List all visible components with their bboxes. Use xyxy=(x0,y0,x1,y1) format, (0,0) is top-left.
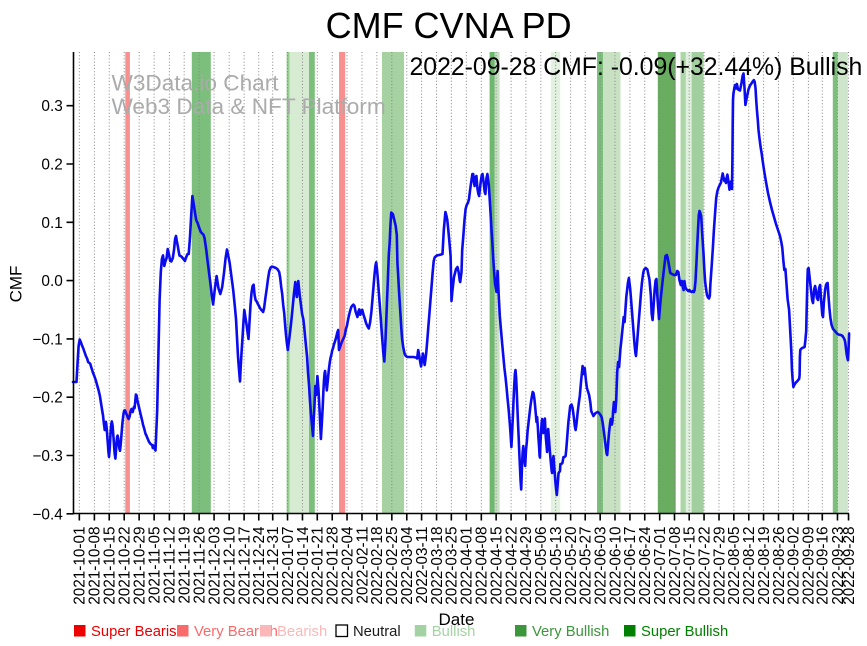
svg-text:Date: Date xyxy=(439,610,475,629)
svg-text:2021-12-24: 2021-12-24 xyxy=(251,526,268,605)
svg-text:2022-09-16: 2022-09-16 xyxy=(815,527,832,605)
svg-text:2022-01-07: 2022-01-07 xyxy=(280,527,297,605)
svg-text:2022-03-11: 2022-03-11 xyxy=(414,527,431,604)
svg-text:2021-12-03: 2021-12-03 xyxy=(206,527,223,605)
svg-text:2022-09-23: 2022-09-23 xyxy=(830,527,847,605)
svg-text:W3Data.io Chart: W3Data.io Chart xyxy=(112,70,280,95)
svg-text:2022-04-15: 2022-04-15 xyxy=(488,527,505,605)
svg-text:2022-04-08: 2022-04-08 xyxy=(474,527,491,605)
svg-text:2021-10-22: 2021-10-22 xyxy=(116,527,133,605)
svg-text:Web3 Data & NFT Platform: Web3 Data & NFT Platform xyxy=(112,94,386,119)
svg-text:2022-01-21: 2022-01-21 xyxy=(310,527,327,605)
svg-text:2022-06-17: 2022-06-17 xyxy=(622,527,639,605)
svg-text:2022-05-06: 2022-05-06 xyxy=(533,527,550,605)
svg-text:2022-04-01: 2022-04-01 xyxy=(459,527,476,605)
svg-text:2022-09-28 CMF: -0.09(+32.44%): 2022-09-28 CMF: -0.09(+32.44%) Bullish xyxy=(410,54,863,81)
svg-text:2022-05-27: 2022-05-27 xyxy=(578,527,595,605)
svg-text:2022-03-25: 2022-03-25 xyxy=(444,527,461,605)
svg-text:2021-12-17: 2021-12-17 xyxy=(236,527,253,605)
svg-text:2022-04-22: 2022-04-22 xyxy=(503,527,520,605)
svg-text:2022-02-25: 2022-02-25 xyxy=(384,527,401,605)
svg-text:2022-02-11: 2022-02-11 xyxy=(354,527,371,604)
svg-text:2022-07-29: 2022-07-29 xyxy=(711,527,728,605)
svg-text:0.2: 0.2 xyxy=(41,157,62,174)
svg-text:2022-09-28: 2022-09-28 xyxy=(841,527,858,605)
svg-text:2021-10-08: 2021-10-08 xyxy=(87,527,104,605)
svg-text:2022-03-04: 2022-03-04 xyxy=(399,526,416,605)
svg-text:−0.3: −0.3 xyxy=(32,448,62,465)
svg-text:Bearish: Bearish xyxy=(277,624,327,640)
svg-text:Super Bearish: Super Bearish xyxy=(91,624,185,640)
svg-text:2022-09-09: 2022-09-09 xyxy=(801,527,818,605)
svg-text:0.3: 0.3 xyxy=(41,98,62,115)
svg-text:2021-11-05: 2021-11-05 xyxy=(146,527,163,604)
svg-text:2021-10-29: 2021-10-29 xyxy=(131,527,148,605)
svg-text:2022-06-24: 2022-06-24 xyxy=(637,526,654,605)
svg-text:2021-10-15: 2021-10-15 xyxy=(102,527,119,605)
svg-text:Very Bullish: Very Bullish xyxy=(532,624,609,640)
svg-text:2022-08-26: 2022-08-26 xyxy=(771,527,788,605)
svg-text:2022-04-29: 2022-04-29 xyxy=(518,527,535,605)
svg-text:2022-01-28: 2022-01-28 xyxy=(325,527,342,605)
svg-text:2021-11-19: 2021-11-19 xyxy=(176,527,193,604)
svg-text:2022-07-08: 2022-07-08 xyxy=(667,527,684,605)
svg-text:2022-02-18: 2022-02-18 xyxy=(369,527,386,605)
svg-text:−0.1: −0.1 xyxy=(32,331,62,348)
svg-text:2022-07-22: 2022-07-22 xyxy=(696,527,713,605)
svg-text:2022-01-14: 2022-01-14 xyxy=(295,526,312,605)
svg-text:Neutral: Neutral xyxy=(353,624,401,640)
svg-text:2022-08-12: 2022-08-12 xyxy=(741,527,758,605)
svg-text:2022-03-18: 2022-03-18 xyxy=(429,527,446,605)
svg-text:2021-11-12: 2021-11-12 xyxy=(162,527,179,604)
svg-text:CMF CVNA PD: CMF CVNA PD xyxy=(326,5,572,46)
svg-text:2022-07-15: 2022-07-15 xyxy=(682,527,699,605)
svg-text:2022-05-13: 2022-05-13 xyxy=(548,527,565,605)
svg-text:0.0: 0.0 xyxy=(41,273,62,290)
svg-text:2021-12-10: 2021-12-10 xyxy=(221,527,238,605)
svg-text:2021-11-26: 2021-11-26 xyxy=(191,527,208,604)
svg-text:2022-06-10: 2022-06-10 xyxy=(607,527,624,605)
svg-text:2022-08-19: 2022-08-19 xyxy=(756,527,773,605)
svg-text:Super Bullish: Super Bullish xyxy=(641,624,728,640)
svg-text:CMF: CMF xyxy=(7,266,26,303)
svg-text:2021-12-31: 2021-12-31 xyxy=(265,527,282,605)
svg-text:2022-07-01: 2022-07-01 xyxy=(652,527,669,605)
svg-text:2022-08-05: 2022-08-05 xyxy=(726,527,743,605)
svg-text:2021-10-01: 2021-10-01 xyxy=(72,527,89,605)
svg-text:−0.4: −0.4 xyxy=(32,506,63,523)
svg-text:2022-09-02: 2022-09-02 xyxy=(786,527,803,605)
svg-text:2022-05-20: 2022-05-20 xyxy=(563,527,580,605)
svg-text:0.1: 0.1 xyxy=(41,215,62,232)
svg-text:−0.2: −0.2 xyxy=(32,390,62,407)
svg-text:2022-06-03: 2022-06-03 xyxy=(592,527,609,605)
svg-text:Bullish: Bullish xyxy=(432,624,476,640)
svg-text:Very Bearish: Very Bearish xyxy=(194,624,278,640)
svg-text:2022-02-04: 2022-02-04 xyxy=(339,526,356,605)
